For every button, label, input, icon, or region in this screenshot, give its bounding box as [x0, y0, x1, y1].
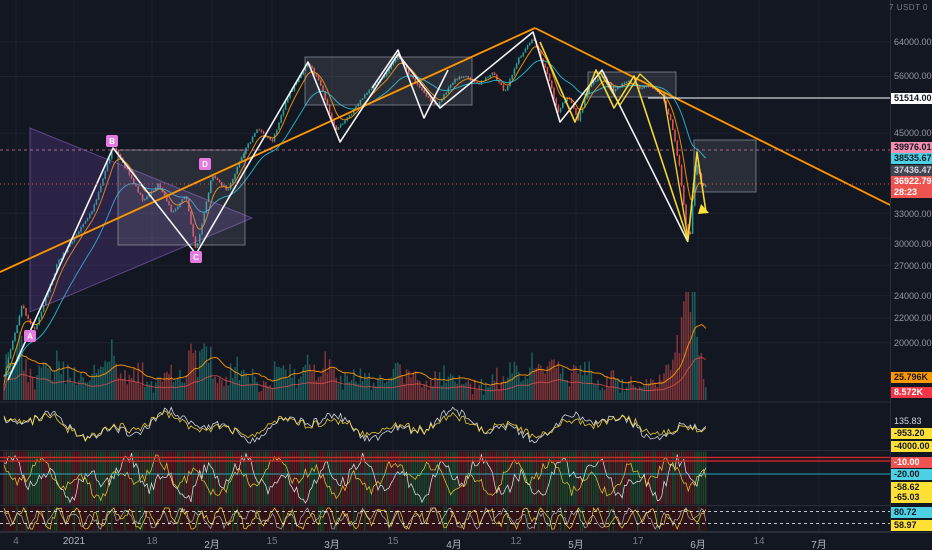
svg-text:A: A — [27, 332, 33, 341]
svg-text:C: C — [193, 253, 199, 262]
price-axis[interactable]: 64000.00 56000.00 45000.00 33000.00 30000.00… — [890, 0, 932, 532]
pane-separators[interactable] — [0, 401, 890, 532]
dmi-pane — [0, 451, 890, 505]
price-axis-label: 45000.00 — [894, 128, 932, 138]
price-axis-label: 30000.00 — [894, 239, 932, 249]
grid-lines — [0, 0, 890, 532]
price-axis-label: 135.83 — [894, 416, 922, 426]
price-axis-badge: 51514.00 — [891, 92, 932, 104]
time-axis[interactable]: 4 2021 18 2月 15 3月 15 4月 12 5月 17 6月 14 7月 — [0, 532, 932, 550]
price-axis-badge: -58.62 — [891, 481, 932, 493]
price-axis-badge: -953.20 — [891, 427, 932, 439]
svg-text:B: B — [109, 137, 115, 146]
time-axis-label: 5月 — [568, 540, 584, 550]
price-axis-label: 22000.00 — [894, 313, 932, 323]
drawing-annotations[interactable]: A B C D — [0, 27, 890, 381]
price-axis-badge: 25.796K — [891, 372, 932, 383]
time-axis-label: 17 — [632, 536, 644, 547]
price-axis-label: 33000.00 — [894, 208, 932, 219]
price-axis-label: 27000.00 — [894, 260, 932, 271]
time-axis-label: 15 — [266, 536, 278, 547]
svg-text:D: D — [202, 160, 208, 169]
time-axis-label: 4 — [13, 536, 19, 547]
volume-series — [3, 292, 707, 400]
time-axis-label: 18 — [146, 536, 158, 547]
time-axis-label: 2月 — [204, 540, 220, 550]
time-axis-label: 14 — [753, 536, 765, 547]
price-axis-badge: -10.00 — [891, 456, 932, 468]
price-axis-badge: 28:23 — [891, 187, 932, 198]
price-axis-badge: 8.572K — [891, 386, 932, 398]
oscillator-pane — [3, 406, 707, 444]
wave-label-b — [106, 135, 118, 147]
time-axis-label: 12 — [510, 536, 522, 547]
price-axis-label: 20000.00 — [894, 337, 932, 348]
time-axis-label: 3月 — [324, 540, 340, 550]
price-axis-badge: -20.00 — [891, 468, 932, 480]
price-axis-badge: -65.03 — [891, 491, 932, 503]
price-axis-badge: -4000.00 — [891, 441, 932, 452]
price-axis-badge: 37436.47 — [891, 164, 932, 176]
price-axis-label: 24000.00 — [894, 290, 932, 301]
time-axis-label: 4月 — [446, 540, 462, 550]
time-axis-label: 15 — [387, 536, 399, 547]
price-axis-badge: 38535.67 — [891, 153, 932, 164]
symbol-info-text: 7 USDT 0 — [889, 3, 928, 12]
stochastic-pane — [0, 506, 890, 531]
price-axis-badge: 36922.79 — [891, 176, 932, 187]
price-axis-badge: 58.97 — [891, 519, 932, 531]
time-axis-label: 7月 — [811, 540, 827, 550]
price-axis-badge: 39976.01 — [891, 141, 932, 153]
time-axis-label: 6月 — [690, 540, 706, 550]
wave-label-a — [24, 330, 36, 342]
price-axis-label: 56000.00 — [894, 70, 932, 81]
price-axis-label: 64000.00 — [894, 37, 932, 47]
wave-label-d — [199, 158, 211, 170]
time-axis-label: 2021 — [62, 536, 86, 547]
wave-label-c — [190, 251, 202, 263]
price-axis-badge: 80.72 — [891, 506, 932, 518]
main-chart-canvas[interactable]: A B C D — [0, 0, 890, 532]
